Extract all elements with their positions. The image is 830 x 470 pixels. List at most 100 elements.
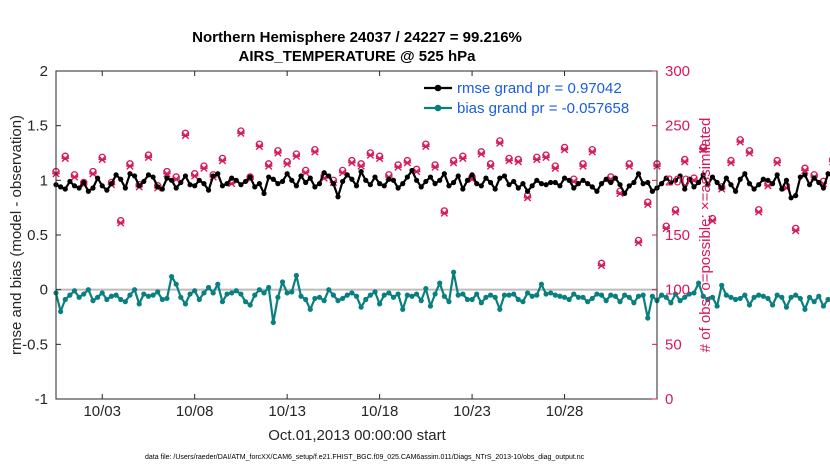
rmse-point	[178, 179, 184, 186]
bias-point	[719, 282, 725, 288]
bias-point	[266, 284, 272, 291]
rmse-point	[608, 179, 614, 186]
rmse-point	[395, 185, 401, 191]
bias-point	[779, 294, 785, 300]
assimilated-obs-point	[523, 194, 532, 202]
bias-point	[497, 306, 503, 312]
rmse-point	[788, 195, 794, 201]
rmse-point	[219, 183, 226, 189]
rmse-point	[284, 171, 290, 177]
rmse-point	[524, 188, 531, 194]
bias-point	[201, 290, 207, 296]
bias-point	[118, 296, 124, 303]
rmse-point	[534, 177, 540, 183]
bias-point	[215, 281, 221, 287]
bias-point	[788, 294, 794, 300]
bias-point	[307, 306, 313, 312]
rmse-point	[723, 175, 729, 181]
rmse-point	[90, 185, 96, 191]
assimilated-obs-point	[357, 162, 365, 170]
rmse-point	[155, 184, 161, 190]
rmse-point	[349, 176, 355, 182]
bias-point	[635, 293, 642, 299]
y-left-tick-label: 0.5	[27, 227, 48, 244]
bias-point	[131, 287, 138, 293]
y-right-tick-label: 250	[665, 118, 690, 135]
bias-point	[622, 292, 628, 298]
bias-point	[464, 296, 471, 303]
y-left-tick-label: 1.5	[27, 118, 48, 135]
rmse-point	[511, 178, 517, 185]
rmse-point	[622, 190, 628, 197]
bias-point	[377, 301, 383, 307]
rmse-point	[626, 183, 632, 189]
bias-point	[455, 292, 461, 298]
bias-point	[289, 289, 295, 295]
bias-point	[279, 279, 286, 285]
assimilated-obs-point	[255, 142, 264, 151]
bias-point	[751, 294, 757, 300]
rmse-point	[201, 181, 207, 187]
x-axis-label: Oct.01,2013 00:00:00 start	[268, 427, 446, 444]
bias-point	[460, 291, 466, 297]
assimilated-obs-point	[745, 149, 754, 157]
bias-point	[173, 281, 179, 287]
bias-point	[247, 302, 253, 308]
rmse-point	[732, 188, 739, 194]
rmse-point	[566, 177, 572, 183]
bias-point	[645, 315, 651, 321]
bias-point	[432, 291, 438, 297]
bias-point	[802, 306, 808, 312]
bias-point	[340, 295, 346, 302]
assimilated-obs-point	[144, 153, 153, 162]
rmse-point	[571, 185, 577, 191]
bias-point	[746, 302, 753, 308]
bias-point	[534, 292, 540, 298]
assimilated-obs-point	[311, 148, 319, 156]
rmse-point	[335, 194, 341, 200]
rmse-point	[705, 182, 711, 188]
rmse-point	[372, 174, 378, 180]
rmse-point	[709, 174, 716, 180]
rmse-point	[783, 177, 790, 183]
rmse-point	[386, 176, 392, 182]
assimilated-obs-point	[699, 146, 708, 154]
assimilated-obs-point	[597, 261, 606, 270]
assimilated-obs-point	[301, 168, 310, 177]
bias-point	[585, 299, 591, 305]
bias-point	[691, 290, 697, 296]
assimilated-obs-point	[727, 159, 735, 167]
rmse-point	[215, 171, 221, 177]
rmse-point	[825, 171, 830, 177]
rmse-point	[266, 174, 272, 180]
rmse-point	[150, 174, 156, 180]
bias-point	[395, 291, 401, 297]
rmse-point	[742, 171, 748, 177]
bias-point	[543, 291, 549, 297]
assimilated-obs-point	[70, 173, 79, 181]
bias-point	[682, 294, 688, 300]
rmse-point	[159, 186, 165, 192]
rmse-point	[728, 182, 734, 188]
assimilated-obs-point	[190, 172, 199, 180]
y-left-tick-label: 1	[40, 172, 48, 189]
bias-point	[85, 287, 91, 293]
rmse-point	[400, 181, 406, 187]
rmse-point	[238, 182, 244, 188]
legend-rmse-label: rmse grand pr = 0.97042	[457, 80, 622, 97]
bias-point	[566, 296, 572, 303]
rmse-point	[187, 182, 193, 188]
assimilated-obs-point	[98, 155, 107, 164]
bias-point	[233, 288, 239, 294]
y-right-tick-label: 100	[665, 282, 690, 299]
bias-point	[192, 288, 198, 294]
rmse-point	[538, 181, 545, 187]
assimilated-obs-point	[579, 162, 587, 170]
rmse-point	[460, 186, 466, 192]
bias-point	[478, 300, 484, 306]
bias-point	[723, 292, 729, 298]
rmse-point	[557, 183, 563, 189]
bias-point	[293, 272, 299, 279]
bias-point	[793, 292, 799, 298]
rmse-point	[182, 173, 189, 179]
